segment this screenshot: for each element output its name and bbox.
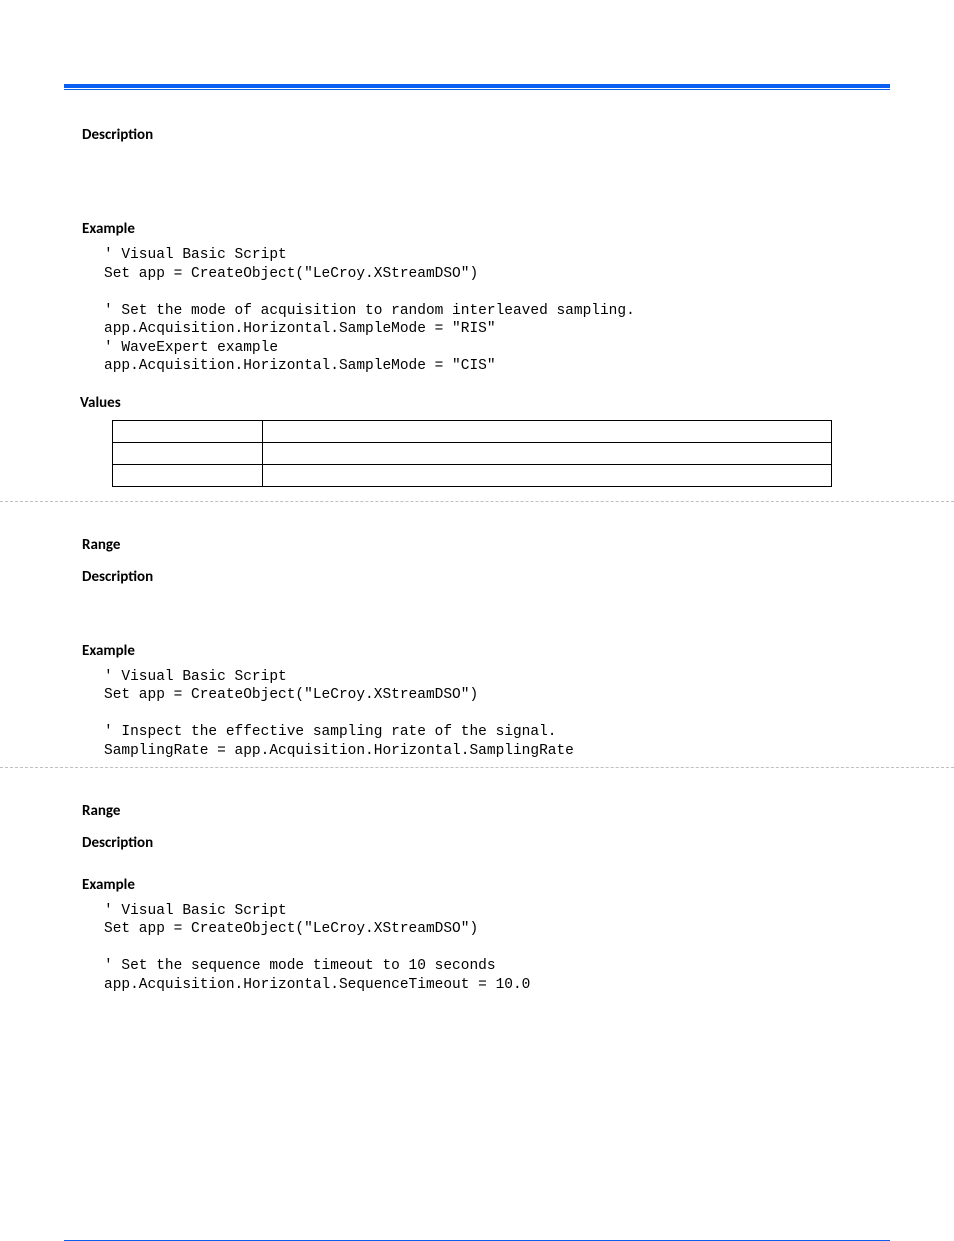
section-separator xyxy=(0,501,954,502)
description-heading: Description xyxy=(82,126,890,144)
example-heading: Example xyxy=(82,220,890,238)
page: Description Example ' Visual Basic Scrip… xyxy=(0,84,954,1042)
values-table xyxy=(112,420,832,487)
table-row xyxy=(113,420,832,442)
description-heading: Description xyxy=(82,568,890,586)
range-heading: Range xyxy=(82,802,890,820)
example-heading: Example xyxy=(82,642,890,660)
code-block: ' Visual Basic Script Set app = CreateOb… xyxy=(104,902,890,995)
section-separator xyxy=(0,767,954,768)
header-rule xyxy=(64,84,890,90)
description-heading: Description xyxy=(82,834,890,852)
example-heading: Example xyxy=(82,876,890,894)
code-block: ' Visual Basic Script Set app = CreateOb… xyxy=(104,668,890,761)
table-row xyxy=(113,442,832,464)
code-block: ' Visual Basic Script Set app = CreateOb… xyxy=(104,246,890,376)
values-heading: Values xyxy=(80,394,890,412)
range-heading: Range xyxy=(82,536,890,554)
table-row xyxy=(113,464,832,486)
